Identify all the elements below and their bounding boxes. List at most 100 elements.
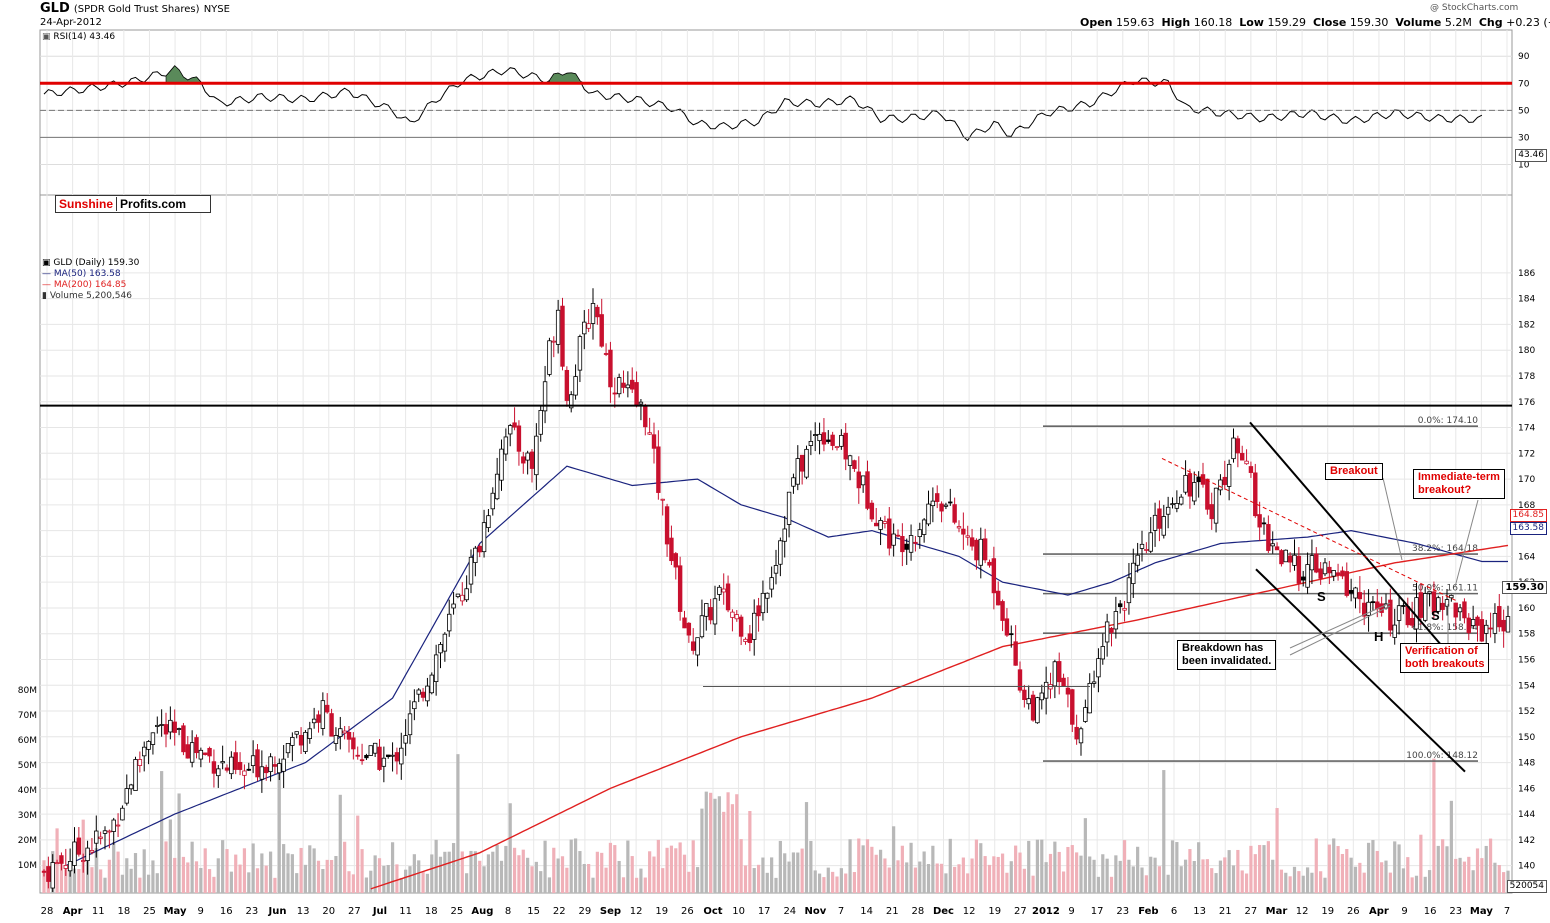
candle-body — [211, 761, 217, 774]
volume-bar — [1092, 859, 1096, 893]
candle-body — [1353, 587, 1358, 599]
rsi-tick-label: 30 — [1518, 133, 1530, 143]
volume-bar — [1493, 862, 1497, 893]
x-tick-label: 18 — [425, 906, 438, 917]
volume-bar — [1175, 842, 1179, 893]
candle-body — [961, 528, 966, 535]
volume-bar — [120, 874, 125, 893]
candle-body — [1135, 554, 1140, 566]
candle-body — [1209, 504, 1214, 520]
candle-body — [952, 504, 957, 523]
candle-body — [111, 819, 116, 832]
candle-body — [1396, 605, 1402, 621]
volume-bar — [791, 852, 796, 893]
x-tick-label: 7 — [1504, 906, 1510, 917]
volume-bar — [1497, 864, 1501, 893]
volume-bar — [953, 866, 957, 893]
candle-body — [1087, 682, 1092, 714]
rsi-layer — [40, 65, 1512, 142]
candle-body — [377, 746, 382, 770]
price-tick-label: 182 — [1518, 320, 1535, 330]
candle-body — [342, 730, 347, 734]
volume-bar — [482, 866, 486, 893]
volume-label: Volume — [1395, 16, 1442, 29]
candle-body — [1144, 549, 1149, 551]
low-value: 159.29 — [1267, 16, 1306, 29]
candle-body — [704, 603, 709, 617]
volume-bar — [99, 869, 103, 893]
x-tick-label: 10 — [732, 906, 745, 917]
volume-bar — [735, 794, 739, 893]
volume-bar — [822, 877, 826, 893]
candle-body — [1083, 707, 1088, 722]
volume-bar — [203, 848, 207, 893]
candle-body — [1436, 597, 1441, 612]
volume-bar — [395, 864, 399, 893]
volume-bar — [1162, 770, 1166, 893]
volume-bar — [939, 863, 944, 893]
volume-bar — [1114, 855, 1118, 893]
candle-body — [1279, 550, 1284, 565]
x-tick-label: Apr — [1369, 906, 1389, 917]
candle-body — [839, 434, 844, 447]
breakdown-leader — [1289, 605, 1391, 656]
volume-bar — [1419, 834, 1423, 893]
volume-bar — [1140, 867, 1144, 893]
volume-bar — [804, 802, 809, 893]
volume-bar — [726, 792, 730, 893]
volume-bar — [1040, 839, 1044, 893]
x-tick-label: 7 — [838, 906, 844, 917]
x-tick-label: 18 — [117, 906, 130, 917]
candle-body — [464, 588, 469, 601]
volume-bar — [286, 853, 290, 893]
volume-bar — [730, 804, 735, 893]
candle-body — [1470, 619, 1476, 626]
volume-bar — [1427, 870, 1432, 893]
volume-bar — [826, 867, 830, 893]
volume-bar — [1253, 854, 1257, 893]
rsi-tick-label: 10 — [1518, 160, 1530, 170]
lower-channel-line — [1255, 568, 1466, 773]
candle-body — [625, 384, 631, 389]
volume-bar — [238, 864, 242, 893]
volume-bar — [260, 853, 264, 893]
volume-bar — [713, 798, 717, 893]
volume-bar — [373, 855, 377, 893]
volume-bar — [704, 791, 708, 893]
volume-bar — [857, 838, 861, 893]
volume-bar — [225, 849, 229, 893]
candle-body — [747, 633, 753, 643]
volume-bar — [682, 854, 687, 893]
low-label: Low — [1239, 16, 1264, 29]
price-tick-label: 160 — [1518, 604, 1535, 614]
candle-body — [1165, 506, 1171, 515]
volume-bar — [739, 839, 743, 893]
fib-level-label: 38.2%: 164.18 — [1412, 544, 1478, 554]
candle-body — [203, 752, 208, 755]
candle-body — [407, 713, 413, 736]
candle-body — [677, 565, 683, 612]
head-label: H — [1374, 629, 1384, 644]
volume-bar — [1227, 850, 1231, 893]
volume-bar — [1388, 872, 1392, 893]
volume-bar — [1366, 842, 1371, 893]
candle-body — [490, 492, 495, 510]
candle-body — [564, 369, 570, 401]
volume-bar — [1101, 854, 1105, 893]
x-tick-label: Jun — [268, 906, 287, 917]
volume-bar — [299, 847, 303, 893]
candle-body — [1475, 616, 1480, 626]
x-tick-label: Oct — [703, 906, 722, 917]
volume-bar — [752, 868, 756, 893]
volume-bar — [987, 864, 992, 893]
volume-bar — [103, 877, 107, 893]
candle-body — [1122, 607, 1127, 611]
volume-bar — [404, 869, 408, 893]
volume-bar — [1109, 876, 1114, 893]
candle-body — [1309, 555, 1315, 571]
fib-level-label: 0.0%: 174.10 — [1418, 416, 1479, 426]
volume-bar — [1166, 874, 1170, 893]
volume-bar — [565, 867, 569, 893]
candle-body — [712, 598, 718, 625]
rsi-line — [43, 65, 1483, 142]
